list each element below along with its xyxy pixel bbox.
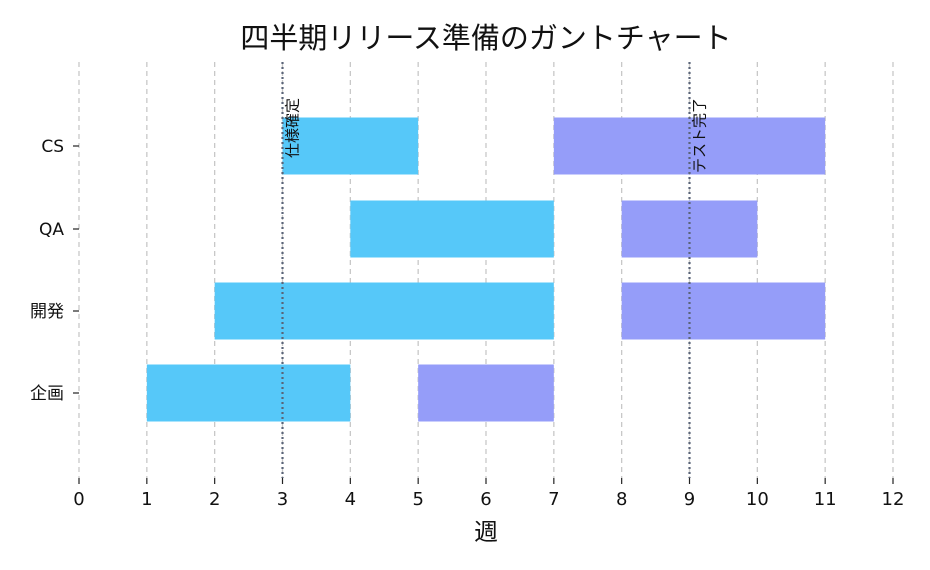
- x-tick-label: 6: [480, 489, 491, 510]
- task-bar: [553, 117, 826, 175]
- x-tick-label: 4: [345, 489, 356, 510]
- milestone-label: 仕様確定: [284, 98, 302, 158]
- x-tick-label: 10: [746, 489, 769, 510]
- x-tick-label: 12: [882, 489, 905, 510]
- x-tick-label: 8: [616, 489, 627, 510]
- x-axis-label: 週: [474, 518, 498, 546]
- x-tick-label: 2: [209, 489, 220, 510]
- y-tick-label: QA: [39, 220, 64, 240]
- y-tick-label: 企画: [30, 384, 64, 404]
- task-bar: [214, 282, 554, 340]
- task-bar: [418, 364, 554, 422]
- task-bar: [350, 200, 554, 258]
- x-tick-label: 3: [277, 489, 288, 510]
- y-tick-label: CS: [41, 137, 64, 157]
- task-bar: [621, 282, 826, 340]
- x-tick-label: 9: [684, 489, 695, 510]
- y-tick-label: 開発: [30, 302, 64, 322]
- x-tick-label: 7: [548, 489, 559, 510]
- milestone-label: テスト完了: [691, 98, 709, 173]
- x-tick-label: 0: [73, 489, 84, 510]
- x-tick-label: 1: [141, 489, 152, 510]
- task-bar: [282, 117, 419, 175]
- x-tick-label: 11: [814, 489, 837, 510]
- x-tick-label: 5: [412, 489, 423, 510]
- chart-title: 四半期リリース準備のガントチャート: [240, 21, 731, 55]
- task-bar: [146, 364, 351, 422]
